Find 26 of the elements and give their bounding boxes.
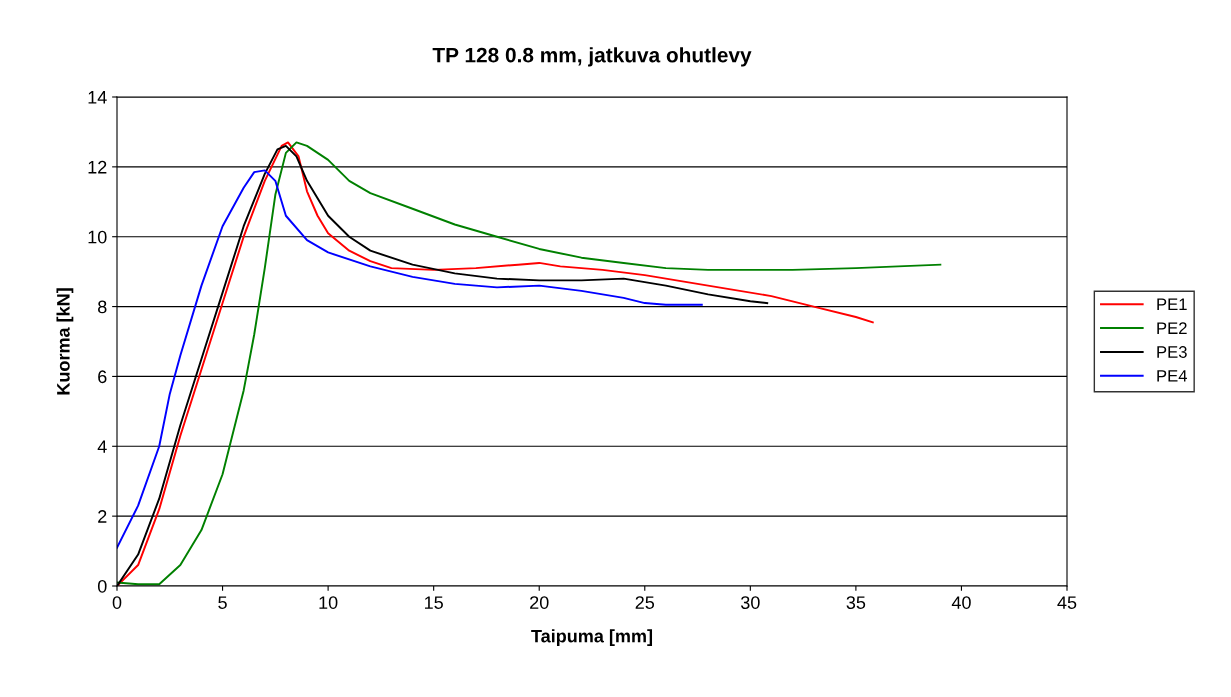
legend-label: PE1 [1157,298,1187,311]
y-tick-label: 8 [98,300,107,314]
x-tick-label: 10 [319,596,338,609]
line-series [117,169,703,549]
legend-label: PE3 [1157,346,1187,358]
chart-title: TP 128 0.8 mm, jatkuva ohutlevy [432,47,752,67]
y-tick-label: 0 [97,579,107,593]
x-tick-label: 45 [1057,596,1077,609]
y-tick-label: 2 [98,510,107,523]
y-tick-label: 12 [88,160,107,174]
x-tick-label: 15 [425,596,443,609]
y-tick-label: 4 [97,440,107,453]
x-tick-label: 40 [951,596,971,609]
y-tick-label: 14 [88,91,107,104]
x-tick-label: 30 [740,596,760,609]
y-axis-title: Kuorma [kN] [56,288,74,395]
x-tick-label: 0 [112,596,122,609]
x-tick-label: 5 [218,596,227,609]
x-axis-title: Taipuma [mm] [531,629,653,647]
x-tick-label: 20 [530,596,549,609]
x-tick-label: 35 [846,596,866,609]
x-tick-label: 25 [635,596,655,609]
legend-label: PE2 [1157,322,1187,334]
legend-label: PE4 [1157,370,1188,382]
y-tick-label: 6 [98,370,107,384]
y-tick-label: 10 [88,230,107,244]
